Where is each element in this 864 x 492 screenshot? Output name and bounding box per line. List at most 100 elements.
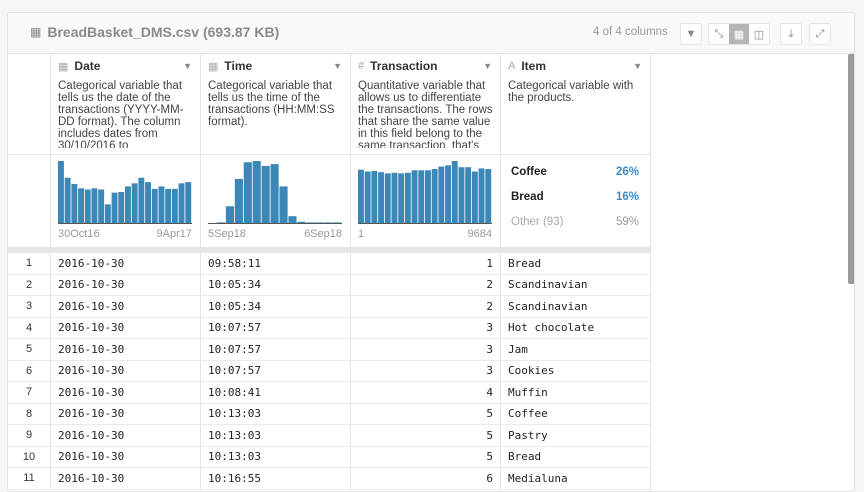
scrollbar[interactable] [848, 54, 854, 284]
histogram-bar[interactable] [125, 186, 131, 223]
item-cell: Muffin [501, 382, 651, 403]
histogram-bar[interactable] [64, 177, 71, 223]
histogram-bar[interactable] [225, 206, 234, 223]
dataset-title: ▦ BreadBasket_DMS.csv (693.87 KB) [30, 24, 279, 40]
column-header-time[interactable]: ▦ Time ▼ Categorical variable that tells us… [201, 54, 351, 154]
histogram-bar[interactable] [451, 161, 458, 223]
histogram-bar[interactable] [145, 182, 151, 223]
table-row[interactable]: 2 2016-10-30 10:05:34 2 Scandinavian [8, 274, 651, 296]
table-row[interactable]: 8 2016-10-30 10:13:03 5 Coffee [8, 403, 651, 425]
histogram-bar[interactable] [165, 188, 172, 223]
histogram-bar[interactable] [279, 186, 288, 223]
table-row[interactable]: 3 2016-10-30 10:05:34 2 Scandinavian [8, 296, 651, 318]
column-view-icon[interactable]: ◫ [753, 28, 765, 41]
column-header-item[interactable]: A Item ▼ Categorical variable with the prod… [501, 54, 651, 154]
column-header-date[interactable]: ▦ Date ▼ Categorical variable that tells us… [51, 54, 201, 154]
item-cell: Cookies [501, 360, 651, 381]
histogram-bar[interactable] [71, 183, 78, 223]
histogram-bar[interactable] [111, 192, 118, 223]
column-summary-date: 30Oct16 9Apr17 [51, 155, 201, 247]
histogram-bar[interactable] [171, 188, 178, 223]
histogram-bar[interactable] [333, 222, 342, 223]
text-icon: A [508, 60, 516, 72]
histogram-bar[interactable] [288, 216, 297, 223]
expand-button[interactable]: ⤢ [809, 23, 831, 45]
histogram-bar[interactable] [78, 188, 84, 223]
compact-view-icon[interactable]: ⤡ [714, 27, 724, 40]
histogram-bar[interactable] [465, 167, 472, 223]
top-value-label: Coffee [511, 166, 547, 178]
histogram-bar[interactable] [104, 204, 111, 223]
view-toggle[interactable]: ⤡ ▦ ◫ [708, 23, 770, 45]
histogram-bar[interactable] [234, 178, 243, 223]
transaction-cell: 2 [351, 274, 501, 295]
file-name: BreadBasket_DMS.csv (693.87 KB) [47, 24, 280, 40]
table-row[interactable]: 4 2016-10-30 10:07:57 3 Hot chocolate [8, 317, 651, 339]
histogram-bar[interactable] [306, 222, 315, 223]
download-button[interactable]: ⤓ [780, 23, 802, 45]
histogram-bar[interactable] [118, 192, 125, 223]
column-name: Date [74, 59, 101, 73]
histogram-bar[interactable] [261, 165, 270, 223]
column-filter-icon[interactable]: ▼ [183, 61, 192, 71]
histogram-bar[interactable] [411, 170, 418, 223]
histogram-bar[interactable] [98, 189, 105, 223]
column-title: ▦ Date [58, 59, 100, 73]
table-row[interactable]: 6 2016-10-30 10:07:57 3 Cookies [8, 360, 651, 382]
table-row[interactable]: 9 2016-10-30 10:13:03 5 Pastry [8, 425, 651, 447]
column-filter-icon[interactable]: ▼ [633, 61, 642, 71]
histogram-bar[interactable] [151, 188, 158, 223]
histogram-bar[interactable] [425, 170, 431, 223]
histogram-bar[interactable] [391, 172, 398, 223]
histogram-bar[interactable] [431, 169, 438, 223]
time-cell: 09:58:11 [201, 253, 351, 274]
histogram-bar[interactable] [131, 183, 138, 223]
histogram-bar[interactable] [404, 172, 411, 223]
time-cell: 10:08:41 [201, 382, 351, 403]
histogram-bar[interactable] [418, 170, 425, 223]
histogram-bar[interactable] [315, 222, 324, 223]
table-row[interactable]: 10 2016-10-30 10:13:03 5 Bread [8, 446, 651, 468]
histogram-bar[interactable] [91, 188, 98, 223]
histogram-bar[interactable] [384, 173, 391, 223]
table-body: 1 2016-10-30 09:58:11 1 Bread 2 2016-10-30 10:0… [8, 253, 651, 490]
histogram-bar[interactable] [297, 221, 306, 223]
histogram[interactable] [208, 161, 342, 224]
histogram-bar[interactable] [445, 165, 451, 223]
histogram-bar[interactable] [270, 164, 279, 223]
histogram-bar[interactable] [138, 177, 145, 223]
histogram-bar[interactable] [58, 161, 64, 223]
histogram-bar[interactable] [458, 167, 465, 223]
histogram-bar[interactable] [471, 171, 478, 223]
column-filter-icon[interactable]: ▼ [483, 61, 492, 71]
histogram-bar[interactable] [364, 171, 371, 223]
histogram[interactable] [58, 161, 192, 224]
column-filter-icon[interactable]: ▼ [333, 61, 342, 71]
histogram-bar[interactable] [438, 166, 445, 223]
histogram[interactable] [358, 161, 492, 224]
histogram-bar[interactable] [84, 189, 91, 223]
histogram-bar[interactable] [398, 173, 405, 223]
histogram-bar[interactable] [178, 183, 185, 223]
histogram-bar[interactable] [485, 169, 492, 223]
histogram-bar[interactable] [158, 186, 165, 223]
histogram-bar[interactable] [378, 172, 384, 223]
item-cell: Scandinavian [501, 296, 651, 317]
filter-button[interactable]: ▼ [680, 23, 702, 45]
histogram-bar[interactable] [216, 222, 226, 223]
column-header-transaction[interactable]: # Transaction ▼ Quantitative variable that … [351, 54, 501, 154]
histogram-bar[interactable] [478, 168, 485, 223]
table-view-icon[interactable]: ▦ [729, 24, 749, 44]
histogram-bar[interactable] [185, 182, 192, 223]
table-row[interactable]: 5 2016-10-30 10:07:57 3 Jam [8, 339, 651, 361]
histogram-bar[interactable] [252, 161, 261, 223]
table-row[interactable]: 7 2016-10-30 10:08:41 4 Muffin [8, 382, 651, 404]
histogram-bar[interactable] [324, 222, 333, 223]
date-cell: 2016-10-30 [51, 317, 201, 338]
histogram-bar[interactable] [358, 169, 364, 223]
table-row[interactable]: 1 2016-10-30 09:58:11 1 Bread [8, 253, 651, 275]
histogram-bar[interactable] [371, 170, 378, 223]
table-row[interactable]: 11 2016-10-30 10:16:55 6 Medialuna [8, 468, 651, 490]
date-cell: 2016-10-30 [51, 360, 201, 381]
histogram-bar[interactable] [243, 162, 252, 223]
